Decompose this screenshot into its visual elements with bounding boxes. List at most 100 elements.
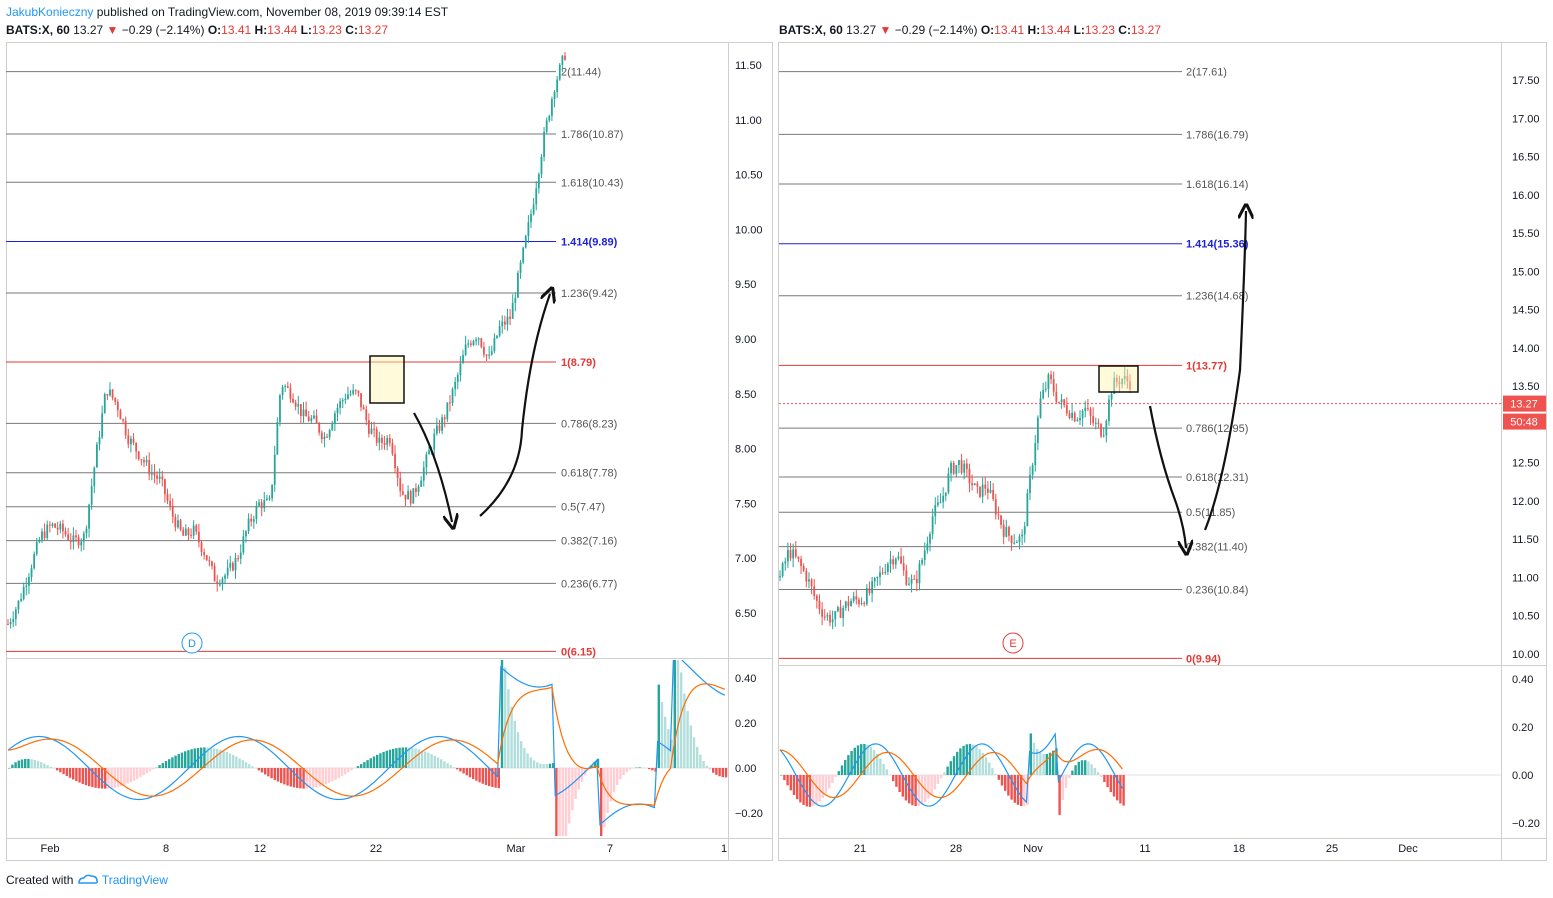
- candle-body: [813, 586, 816, 596]
- histogram-bar: [523, 748, 526, 768]
- candle-body: [216, 581, 219, 585]
- candle-body: [124, 420, 127, 436]
- x-tick-label: 7: [607, 843, 613, 855]
- histogram-bar: [110, 768, 113, 789]
- candle-body: [360, 393, 362, 408]
- candle-body: [242, 536, 245, 553]
- histogram-bar: [796, 775, 799, 800]
- candle-body: [231, 562, 234, 571]
- candle-body: [407, 491, 409, 500]
- histogram-bar: [267, 768, 270, 777]
- candle-body: [106, 394, 109, 396]
- histogram-bar: [228, 753, 232, 768]
- histogram-bar: [994, 773, 997, 775]
- histogram-bar: [232, 754, 235, 768]
- y-tick-label: 10.50: [1512, 611, 1540, 623]
- event-marker-label: E: [1009, 638, 1016, 650]
- left-c-label: C:: [345, 23, 358, 37]
- histogram-bar: [500, 660, 504, 768]
- candle-body: [148, 460, 151, 475]
- histogram-bar: [344, 768, 347, 775]
- candle-body: [88, 504, 90, 529]
- candle-body: [143, 460, 145, 463]
- histogram-bar: [984, 757, 988, 775]
- histogram-bar: [20, 759, 24, 768]
- histogram-bar: [664, 716, 667, 768]
- histogram-bar: [145, 768, 148, 774]
- histogram-bar: [452, 767, 456, 768]
- candle-body: [963, 463, 966, 473]
- candle-body: [263, 500, 266, 509]
- histogram-bar: [91, 768, 94, 788]
- histogram-bar: [321, 768, 324, 786]
- candle-body: [844, 601, 847, 609]
- histogram-bar: [187, 750, 190, 768]
- histogram-bar: [139, 768, 142, 778]
- histogram-bar: [721, 768, 724, 778]
- candle-body: [415, 488, 417, 492]
- left-chart[interactable]: 11.5011.0010.5010.009.509.008.508.007.50…: [6, 52, 763, 898]
- macd-line: [7, 660, 726, 827]
- histogram-bar: [1119, 775, 1122, 804]
- fib-label: 0.5(7.47): [561, 502, 605, 514]
- histogram-bar: [1084, 760, 1087, 775]
- candle-body: [1105, 421, 1108, 436]
- candle-body: [286, 386, 289, 388]
- candle-body: [289, 387, 292, 399]
- candle-body: [195, 525, 198, 532]
- drawing-overlay: [413, 211, 1246, 548]
- x-tick-label: 18: [1233, 843, 1245, 855]
- histogram-bar: [152, 768, 155, 770]
- author-link[interactable]: JakubKonieczny: [6, 5, 94, 19]
- fib-label: 1.414(15.36): [1186, 239, 1249, 251]
- histogram-bar: [542, 764, 545, 768]
- candle-body: [527, 222, 530, 236]
- histogram-bar: [478, 768, 481, 783]
- fib-label: 0(9.94): [1186, 653, 1221, 665]
- histogram-bar: [331, 768, 334, 782]
- histogram-bar: [1048, 752, 1052, 775]
- histogram-bar: [1087, 761, 1090, 775]
- right-chart[interactable]: 17.50 17.00 16.50 16.00 15.50 15.00 14.50 14.00…: [779, 67, 1546, 855]
- candle-body: [931, 516, 934, 535]
- candle-body: [169, 500, 172, 506]
- y-tick-label: 10.00: [1512, 649, 1540, 661]
- histogram-bar: [180, 752, 184, 768]
- footer-brand[interactable]: TradingView: [101, 873, 168, 887]
- candle-body: [858, 599, 860, 605]
- histogram-bar: [1016, 775, 1020, 805]
- candle-body: [1123, 375, 1126, 380]
- histogram-bar: [510, 706, 513, 768]
- histogram-bar: [686, 711, 689, 768]
- candle-body: [1084, 407, 1087, 411]
- right-symbol[interactable]: BATS:X, 60: [779, 23, 843, 37]
- candle-body: [318, 422, 321, 433]
- candle-body: [800, 559, 802, 567]
- candle-body: [540, 156, 543, 175]
- candle-body: [879, 572, 881, 577]
- histogram-bar: [946, 766, 949, 775]
- y-tick-label: 14.00: [1512, 343, 1540, 355]
- histogram-bar: [654, 768, 657, 772]
- histogram-bar: [292, 768, 296, 788]
- left-symbol[interactable]: BATS:X, 60: [6, 23, 70, 37]
- candle-body: [548, 115, 551, 121]
- candle-body: [245, 531, 247, 537]
- histogram-bar: [705, 765, 708, 768]
- histogram-bar: [17, 760, 20, 768]
- histogram-bar: [812, 775, 815, 807]
- right-high: 13.44: [1040, 23, 1071, 37]
- macd-indicator: [779, 732, 1501, 815]
- y-tick-label: 11.00: [735, 115, 762, 127]
- candle-body: [279, 395, 281, 423]
- histogram-bar: [1042, 754, 1045, 775]
- histogram-bar: [507, 689, 510, 768]
- histogram-bar: [238, 758, 241, 768]
- candles: [7, 52, 566, 629]
- fib-label: 0.236(10.84): [1186, 584, 1248, 596]
- histogram-bar: [56, 768, 59, 771]
- histogram-bar: [1058, 775, 1061, 815]
- histogram-bar: [392, 748, 395, 768]
- candle-body: [211, 561, 213, 566]
